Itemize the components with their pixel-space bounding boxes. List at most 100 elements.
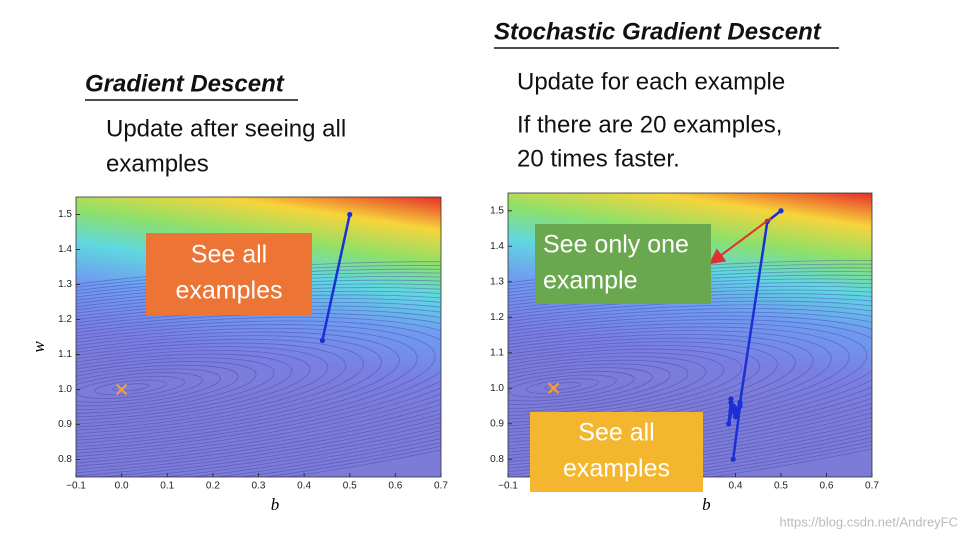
step-point <box>778 208 784 214</box>
marker-stroke <box>547 382 560 394</box>
right-text: Update for each example <box>517 68 785 95</box>
annotation-text: examples <box>563 455 670 483</box>
x-tick-label: 0.1 <box>160 481 174 492</box>
annotation-text: examples <box>176 277 283 305</box>
contour <box>76 301 441 473</box>
contour <box>76 364 239 410</box>
step-point <box>347 211 353 218</box>
contour <box>76 294 441 477</box>
annotation-text: See all <box>578 419 654 447</box>
optimum-marker <box>115 383 128 396</box>
contour <box>112 383 150 392</box>
contour <box>76 342 347 433</box>
contour <box>76 375 185 399</box>
contour <box>94 379 167 396</box>
contour <box>76 313 441 462</box>
y-tick-label: 1.1 <box>58 349 72 360</box>
contour <box>76 331 400 444</box>
contour <box>76 290 441 477</box>
contour <box>76 283 441 477</box>
contour <box>76 353 293 422</box>
contour <box>76 287 441 477</box>
y-tick-label: 1.3 <box>58 279 72 290</box>
contour <box>544 382 581 391</box>
contour <box>76 298 441 477</box>
x-tick-label: −0.1 <box>498 481 518 492</box>
contour <box>76 305 441 470</box>
x-axis-label: b <box>271 495 280 514</box>
contour <box>76 268 441 477</box>
contour <box>508 363 671 409</box>
contour <box>76 335 382 440</box>
step-point <box>737 403 743 409</box>
contour <box>76 320 441 455</box>
contour <box>76 279 441 477</box>
x-tick-label: −0.1 <box>66 481 86 492</box>
x-tick-label: 0.4 <box>297 481 311 492</box>
x-tick-label: 0.6 <box>388 481 402 492</box>
y-tick-label: 1.2 <box>58 314 72 325</box>
contour <box>76 324 436 451</box>
y-tick-label: 0.8 <box>490 454 504 465</box>
x-tick-label: 0.3 <box>252 481 266 492</box>
x-tick-label: 0.5 <box>774 481 788 492</box>
descent-path <box>321 214 351 341</box>
watermark: https://blog.csdn.net/AndreyFC <box>780 514 958 529</box>
annotation-box <box>530 412 703 492</box>
y-tick-label: 1.2 <box>490 312 504 323</box>
y-tick-label: 1.3 <box>490 276 504 287</box>
x-tick-label: 0.4 <box>729 481 743 492</box>
annotation-box <box>535 224 711 304</box>
right-text: If there are 20 examples, <box>517 111 782 138</box>
y-tick-label: 1.5 <box>58 209 72 220</box>
y-tick-label: 0.8 <box>58 454 72 465</box>
annotation-box <box>146 233 312 315</box>
contour <box>76 350 311 425</box>
contour <box>76 309 441 466</box>
contour <box>76 338 364 436</box>
contour <box>526 378 599 394</box>
annotation-text: See all <box>191 241 267 269</box>
right-text: 20 times faster. <box>517 145 680 172</box>
contour <box>508 367 653 406</box>
contour <box>76 346 329 429</box>
y-tick-label: 0.9 <box>58 419 72 430</box>
step-point <box>732 414 739 420</box>
step-point <box>319 337 325 344</box>
x-tick-label: 0.7 <box>865 481 879 492</box>
contour <box>76 327 418 447</box>
step-point <box>726 421 732 427</box>
x-tick-label: 0.0 <box>115 481 129 492</box>
marker-stroke <box>115 383 128 396</box>
left-title: Gradient Descent <box>85 70 285 97</box>
left-text: Update after seeing all <box>106 115 346 142</box>
step-point <box>728 399 734 406</box>
x-tick-label: 0.2 <box>206 481 220 492</box>
step-point <box>730 456 736 462</box>
annotation-text: example <box>543 267 638 295</box>
contour <box>508 370 635 402</box>
y-tick-label: 1.0 <box>490 383 504 394</box>
y-tick-label: 1.0 <box>58 384 72 395</box>
y-tick-label: 1.4 <box>58 244 72 255</box>
x-axis-label: b <box>702 495 711 514</box>
contour <box>76 361 257 414</box>
contour <box>76 261 441 477</box>
left-text: examples <box>106 150 209 177</box>
contour <box>76 357 275 418</box>
y-tick-label: 0.9 <box>490 418 504 429</box>
y-tick-label: 1.4 <box>490 241 504 252</box>
y-tick-label: 1.1 <box>490 347 504 358</box>
right-title: Stochastic Gradient Descent <box>494 18 822 45</box>
y-axis-label: w <box>29 341 48 353</box>
contour <box>76 372 203 403</box>
contour <box>508 359 689 413</box>
contour <box>76 264 441 477</box>
contour <box>76 368 221 407</box>
arrow <box>708 217 772 265</box>
contours <box>76 261 441 477</box>
contour <box>76 316 441 459</box>
x-tick-label: 0.7 <box>434 481 448 492</box>
annotation-text: See only one <box>543 231 689 259</box>
